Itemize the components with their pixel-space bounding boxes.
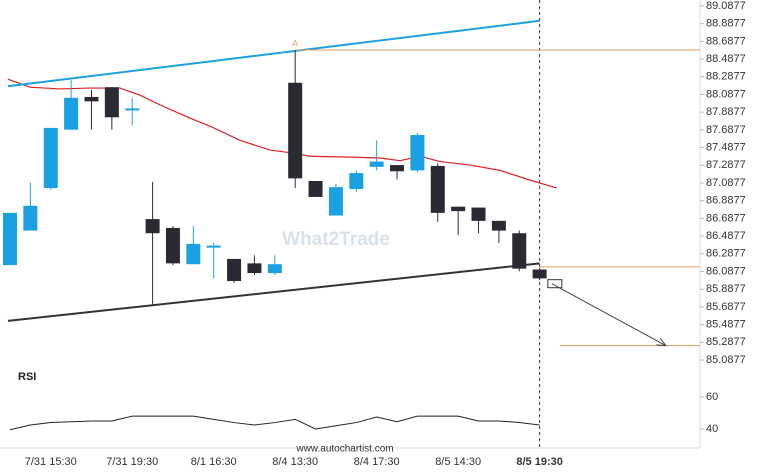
- rsi-tick-label: 60: [706, 391, 718, 403]
- x-tick-label: 8/4 13:30: [272, 456, 318, 468]
- x-tick-label: 8/5 14:30: [435, 456, 481, 468]
- candle-body: [532, 269, 547, 279]
- y-tick-label: 87.6877: [706, 124, 746, 136]
- candle-body: [267, 264, 282, 274]
- y-tick-label: 88.4877: [706, 53, 746, 65]
- x-tick-label: 8/4 17:30: [354, 456, 400, 468]
- pattern-label: A: [292, 38, 298, 48]
- rsi-line: [9, 415, 540, 431]
- rsi-label: RSI: [18, 371, 36, 383]
- y-tick-label: 86.2877: [706, 248, 746, 260]
- y-tick-label: 86.0877: [706, 265, 746, 277]
- y-tick-label: 86.6877: [706, 212, 746, 224]
- candle-body: [247, 263, 262, 274]
- candle-body: [390, 165, 405, 172]
- y-tick-label: 87.4877: [706, 141, 746, 153]
- y-tick-label: 88.2877: [706, 71, 746, 83]
- y-tick-label: 87.8877: [706, 106, 746, 118]
- candle-body: [491, 220, 506, 231]
- x-tick-label: 7/31 19:30: [106, 456, 158, 468]
- candle-body: [349, 173, 364, 189]
- candle-body: [369, 161, 384, 167]
- rsi-tick-label: 40: [706, 423, 718, 435]
- candle-body: [288, 82, 303, 179]
- candle-body: [328, 187, 343, 216]
- candle-body: [206, 245, 221, 248]
- candle-body: [186, 243, 201, 265]
- candle-body: [308, 181, 323, 197]
- lower-trendline: [7, 262, 540, 322]
- candle-body: [430, 165, 445, 213]
- candle-body: [23, 205, 38, 231]
- y-tick-label: 88.6877: [706, 35, 746, 47]
- forecast-arrow: [551, 283, 666, 346]
- y-tick-label: 89.0877: [706, 0, 746, 12]
- y-tick-label: 85.4877: [706, 319, 746, 331]
- footer: www.autochartist.com: [295, 444, 393, 455]
- candle-body: [512, 233, 527, 269]
- candle-body: [104, 87, 119, 118]
- y-tick-label: 85.2877: [706, 336, 746, 348]
- y-tick-label: 85.6877: [706, 301, 746, 313]
- candle-body: [43, 127, 58, 189]
- candle-body: [227, 258, 242, 282]
- y-tick-label: 88.8877: [706, 18, 746, 30]
- forecast-box: [547, 279, 563, 289]
- y-tick-label: 85.0877: [706, 354, 746, 366]
- y-tick-label: 87.0877: [706, 177, 746, 189]
- candle-body: [84, 96, 99, 102]
- x-tick-label: 8/5 19:30: [516, 456, 562, 468]
- candle-body: [3, 212, 17, 266]
- candle-body: [410, 134, 425, 171]
- y-tick-label: 86.4877: [706, 230, 746, 242]
- y-tick-label: 86.8877: [706, 195, 746, 207]
- x-tick-label: 8/1 16:30: [191, 456, 237, 468]
- candle-body: [471, 207, 486, 221]
- watermark: What2Trade: [282, 229, 390, 250]
- candle-body: [165, 227, 180, 264]
- candle-body: [64, 97, 79, 130]
- y-tick-label: 88.0877: [706, 88, 746, 100]
- candle-body: [125, 108, 140, 111]
- x-tick-label: 7/31 15:30: [25, 456, 77, 468]
- candle-body: [145, 219, 160, 234]
- y-tick-label: 87.2877: [706, 159, 746, 171]
- y-tick-label: 85.8877: [706, 283, 746, 295]
- candle-body: [451, 206, 466, 212]
- upper-trendline: [7, 19, 540, 88]
